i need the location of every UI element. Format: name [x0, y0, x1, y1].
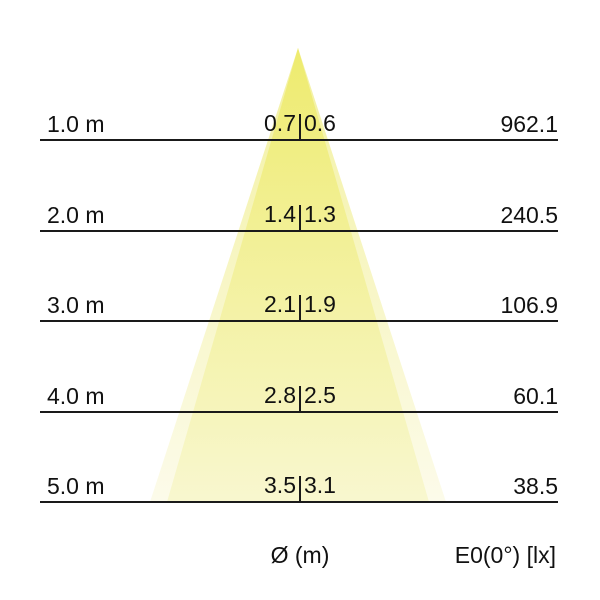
- distance-label: 3.0 m: [47, 292, 105, 318]
- distance-label: 1.0 m: [47, 111, 105, 137]
- illuminance-value: 962.1: [500, 111, 558, 137]
- beam-diameter-c90: 3.1: [304, 472, 336, 498]
- illuminance-value: 240.5: [500, 202, 558, 228]
- separator-tick: [299, 205, 301, 230]
- beam-diameter-c0: 2.8: [264, 382, 296, 408]
- beam-diameter-c0: 2.1: [264, 291, 296, 317]
- illuminance-value: 38.5: [513, 473, 558, 499]
- beam-diameter-group: 3.5 3.1: [0, 474, 600, 501]
- illuminance-value: 106.9: [500, 292, 558, 318]
- beam-diameter-c90: 0.6: [304, 110, 336, 136]
- distance-line: [40, 230, 558, 232]
- beam-diameter-c0: 0.7: [264, 110, 296, 136]
- measurement-row: 5.0 m 3.5 3.1 38.5: [0, 471, 600, 503]
- beam-diameter-c0: 3.5: [264, 472, 296, 498]
- distance-line: [40, 411, 558, 413]
- distance-label: 4.0 m: [47, 383, 105, 409]
- measurement-row: 2.0 m 1.4 1.3 240.5: [0, 200, 600, 232]
- distance-line: [40, 501, 558, 503]
- beam-diameter-group: 2.1 1.9: [0, 293, 600, 320]
- beam-diameter-group: 1.4 1.3: [0, 203, 600, 230]
- beam-diameter-group: 0.7 0.6: [0, 112, 600, 139]
- beam-diameter-c90: 2.5: [304, 382, 336, 408]
- measurement-row: 1.0 m 0.7 0.6 962.1: [0, 109, 600, 141]
- illuminance-value: 60.1: [513, 383, 558, 409]
- distance-label: 2.0 m: [47, 202, 105, 228]
- separator-tick: [299, 476, 301, 501]
- diameter-axis-label: Ø (m): [270, 542, 330, 568]
- beam-diameter-group: 2.8 2.5: [0, 384, 600, 411]
- beam-diameter-c90: 1.3: [304, 201, 336, 227]
- separator-tick: [299, 386, 301, 411]
- measurement-row: 3.0 m 2.1 1.9 106.9: [0, 290, 600, 322]
- illuminance-axis-label: E0(0°) [lx]: [454, 542, 556, 568]
- beam-diameter-c0: 1.4: [264, 201, 296, 227]
- distance-line: [40, 139, 558, 141]
- inner-cone-shape: [167, 48, 429, 502]
- distance-label: 5.0 m: [47, 473, 105, 499]
- separator-tick: [299, 295, 301, 320]
- measurement-row: 4.0 m 2.8 2.5 60.1: [0, 381, 600, 413]
- separator-tick: [299, 114, 301, 139]
- beam-diameter-c90: 1.9: [304, 291, 336, 317]
- distance-line: [40, 320, 558, 322]
